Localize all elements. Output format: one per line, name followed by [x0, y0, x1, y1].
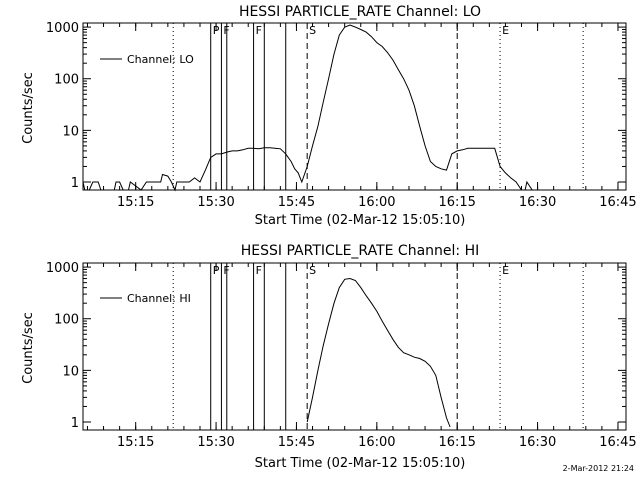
lo-x-axis-label: Start Time (02-Mar-12 15:05:10)	[255, 213, 466, 228]
lo-legend-label: Channel: LO	[127, 53, 194, 66]
hi-y-tick-label: 1000	[46, 261, 79, 276]
lo-y-tick-label: 10	[62, 124, 79, 139]
lo-y-axis-label: Counts/sec	[21, 72, 36, 144]
hi-series-line	[306, 277, 451, 428]
hi-time-markers: PFFSE	[172, 263, 584, 430]
lo-marker-label: F	[256, 24, 262, 37]
hi-marker-label: S	[309, 264, 316, 277]
lo-time-markers: PFFSE	[172, 23, 584, 190]
hi-channel-panel: HESSI PARTICLE_RATE Channel: HI Start Ti…	[21, 243, 637, 471]
hi-x-tick-label: 16:45	[599, 435, 636, 450]
lo-x-tick-label: 16:00	[358, 195, 395, 210]
hi-x-tick-label: 15:15	[117, 435, 154, 450]
hi-y-tick-label: 100	[54, 313, 79, 328]
lo-marker-label: E	[502, 24, 509, 37]
lo-x-tick-label: 16:45	[599, 195, 636, 210]
lo-plot-frame	[82, 22, 627, 191]
hi-legend: Channel: HI	[100, 292, 191, 305]
hi-y-tick-label: 10	[62, 364, 79, 379]
lo-chart-title: HESSI PARTICLE_RATE Channel: LO	[239, 4, 481, 20]
hi-marker-label: E	[502, 264, 509, 277]
lo-x-ticks: 15:15 15:30 15:45 16:00 16:15 16:30 16:45	[86, 23, 637, 210]
lo-y-tick-label: 1000	[46, 21, 79, 36]
lo-x-tick-label: 15:30	[197, 195, 234, 210]
lo-y-ticks: 1 10 100 1000	[46, 21, 626, 191]
hi-x-axis-label: Start Time (02-Mar-12 15:05:10)	[255, 456, 466, 471]
hi-x-tick-label: 15:45	[278, 435, 315, 450]
lo-x-tick-label: 15:45	[278, 195, 315, 210]
hi-marker-label: F	[256, 264, 262, 277]
hi-y-ticks: 1 10 100 1000	[46, 261, 626, 431]
lo-legend: Channel: LO	[100, 53, 194, 66]
lo-series-line	[82, 24, 533, 192]
hi-series	[306, 277, 451, 428]
hi-x-tick-label: 16:30	[519, 435, 556, 450]
lo-x-tick-label: 16:30	[519, 195, 556, 210]
lo-marker-label: S	[309, 24, 316, 37]
generation-timestamp: 2-Mar-2012 21:24	[562, 464, 634, 473]
hi-x-tick-label: 15:30	[197, 435, 234, 450]
lo-x-tick-label: 15:15	[117, 195, 154, 210]
hi-y-tick-label: 1	[71, 416, 79, 431]
lo-y-tick-label: 1	[71, 176, 79, 191]
lo-y-tick-label: 100	[54, 73, 79, 88]
hi-x-ticks: 15:15 15:30 15:45 16:00 16:15 16:30 16:45	[86, 263, 637, 450]
hi-chart-title: HESSI PARTICLE_RATE Channel: HI	[241, 243, 479, 259]
lo-x-tick-label: 16:15	[438, 195, 475, 210]
hi-x-tick-label: 16:00	[358, 435, 395, 450]
hi-legend-label: Channel: HI	[127, 292, 191, 305]
lo-channel-panel: HESSI PARTICLE_RATE Channel: LO Start Ti…	[21, 4, 637, 228]
lo-series	[82, 24, 533, 192]
hi-x-tick-label: 16:15	[438, 435, 475, 450]
hi-y-axis-label: Counts/sec	[21, 312, 36, 384]
hi-plot-frame	[82, 262, 627, 431]
